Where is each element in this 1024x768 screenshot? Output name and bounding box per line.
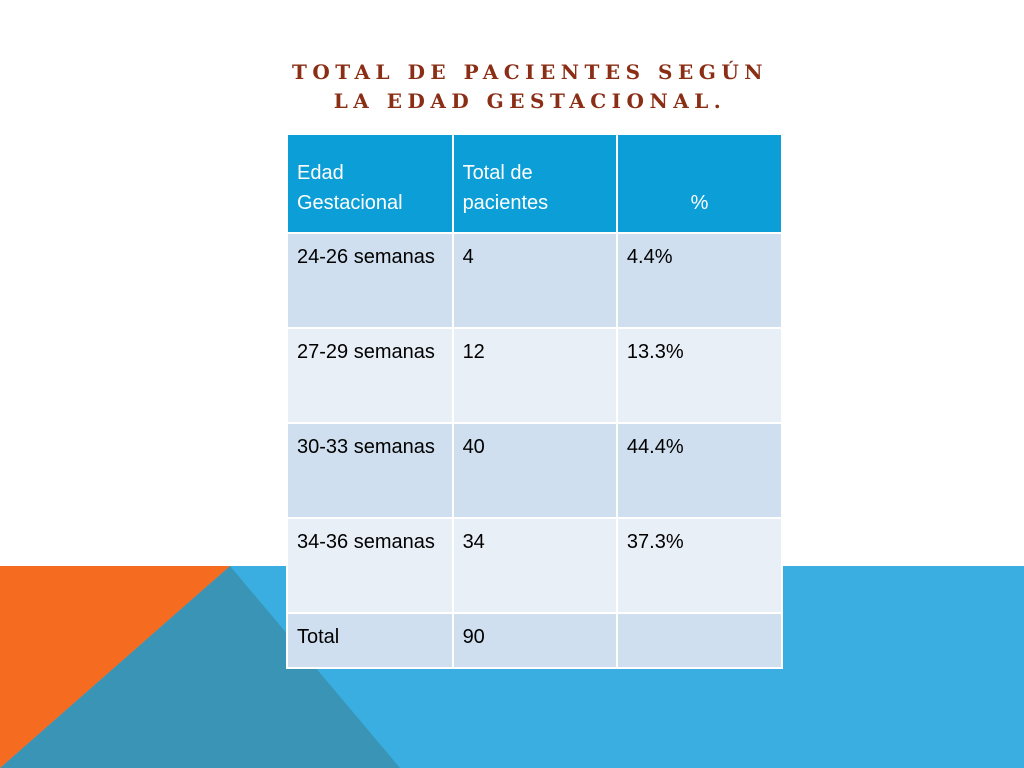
cell-percent: 13.3% [615, 327, 784, 424]
cell-age: 27-29 semanas [286, 327, 454, 424]
cell-total: 4 [451, 232, 618, 329]
cell-total: 34 [451, 517, 618, 614]
header-age: Edad Gestacional [286, 133, 454, 234]
patients-table: Edad Gestacional Total de pacientes % 24… [286, 133, 784, 669]
slide-title-line-1: TOTAL DE PACIENTES SEGÚN [291, 60, 769, 84]
table-row: 34-36 semanas 34 37.3% [286, 517, 784, 614]
slide-title: TOTAL DE PACIENTES SEGÚN LA EDAD GESTACI… [0, 58, 1024, 116]
cell-percent: 44.4% [615, 422, 784, 519]
cell-age: 30-33 semanas [286, 422, 454, 519]
orange-triangle [0, 566, 230, 768]
cell-total: 12 [451, 327, 618, 424]
cell-total-percent [615, 612, 784, 669]
table-row: 27-29 semanas 12 13.3% [286, 327, 784, 424]
cell-percent: 37.3% [615, 517, 784, 614]
cell-percent: 4.4% [615, 232, 784, 329]
cell-total-count: 90 [451, 612, 618, 669]
cell-total-label: Total [286, 612, 454, 669]
teal-triangle [0, 566, 400, 768]
header-percent: % [615, 133, 784, 234]
cell-age: 34-36 semanas [286, 517, 454, 614]
header-total: Total de pacientes [451, 133, 618, 234]
table-row: 24-26 semanas 4 4.4% [286, 232, 784, 329]
header-row: Edad Gestacional Total de pacientes % [286, 133, 784, 234]
table-row: 30-33 semanas 40 44.4% [286, 422, 784, 519]
cell-age: 24-26 semanas [286, 232, 454, 329]
cell-total: 40 [451, 422, 618, 519]
slide-title-line-2: LA EDAD GESTACIONAL. [333, 89, 727, 113]
total-row: Total 90 [286, 612, 784, 669]
